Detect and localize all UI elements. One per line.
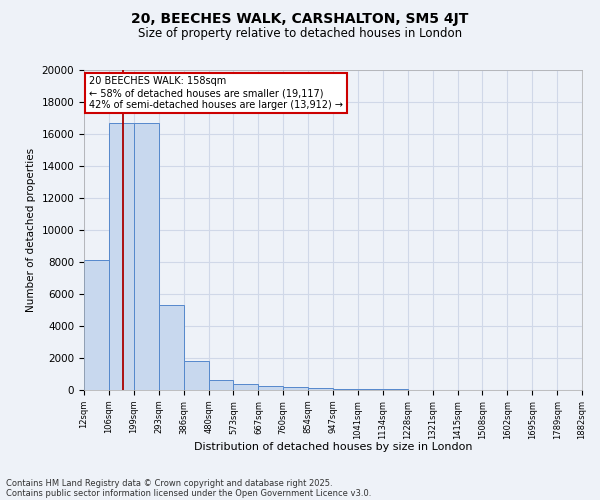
X-axis label: Distribution of detached houses by size in London: Distribution of detached houses by size … (194, 442, 472, 452)
Text: 20 BEECHES WALK: 158sqm
← 58% of detached houses are smaller (19,117)
42% of sem: 20 BEECHES WALK: 158sqm ← 58% of detache… (89, 76, 343, 110)
Text: Size of property relative to detached houses in London: Size of property relative to detached ho… (138, 28, 462, 40)
Text: Contains public sector information licensed under the Open Government Licence v3: Contains public sector information licen… (6, 488, 371, 498)
Text: Contains HM Land Registry data © Crown copyright and database right 2025.: Contains HM Land Registry data © Crown c… (6, 478, 332, 488)
Bar (84, 260, 109, 390)
Bar (209, 380, 233, 390)
Bar (308, 388, 333, 390)
Bar (109, 123, 134, 390)
Text: 20, BEECHES WALK, CARSHALTON, SM5 4JT: 20, BEECHES WALK, CARSHALTON, SM5 4JT (131, 12, 469, 26)
Bar (233, 384, 259, 390)
Y-axis label: Number of detached properties: Number of detached properties (26, 148, 36, 312)
Bar (259, 386, 283, 390)
Bar (184, 361, 209, 390)
Bar (333, 388, 358, 390)
Bar (358, 389, 383, 390)
Bar (283, 387, 308, 390)
Bar (134, 123, 159, 390)
Bar (159, 305, 184, 390)
